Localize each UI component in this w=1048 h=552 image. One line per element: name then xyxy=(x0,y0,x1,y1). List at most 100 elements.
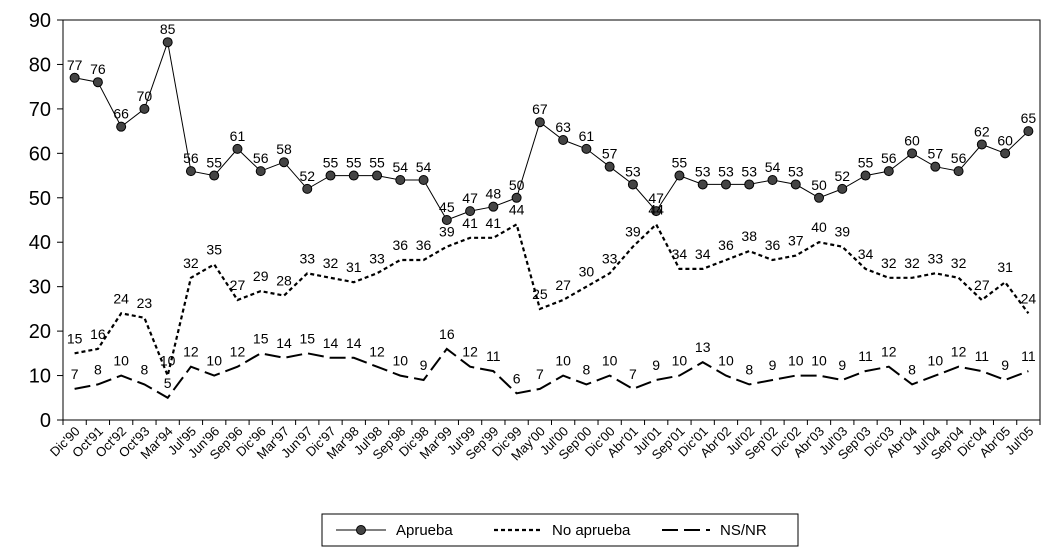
y-tick-label: 50 xyxy=(29,188,51,210)
data-label: 53 xyxy=(741,163,757,179)
data-label: 8 xyxy=(908,361,916,377)
data-label: 9 xyxy=(769,357,777,373)
data-label: 60 xyxy=(997,132,1013,148)
data-label: 56 xyxy=(881,150,897,166)
data-point xyxy=(162,37,173,48)
data-point xyxy=(907,148,918,159)
data-label: 85 xyxy=(160,21,176,37)
data-label: 53 xyxy=(695,163,711,179)
data-point xyxy=(465,206,476,217)
data-point xyxy=(302,183,313,194)
data-point xyxy=(860,170,871,181)
data-point xyxy=(814,192,825,203)
data-label: 57 xyxy=(928,146,944,162)
data-label: 77 xyxy=(67,57,83,73)
data-label: 16 xyxy=(439,326,455,342)
y-tick-label: 20 xyxy=(29,321,51,343)
data-label: 54 xyxy=(393,159,409,175)
data-label: 25 xyxy=(532,286,548,302)
legend-box xyxy=(321,513,799,547)
data-label: 60 xyxy=(904,132,920,148)
data-label: 50 xyxy=(509,177,525,193)
data-label: 10 xyxy=(602,353,618,369)
data-label: 62 xyxy=(974,123,990,139)
data-label: 55 xyxy=(858,155,874,171)
data-label: 10 xyxy=(672,353,688,369)
data-label: 11 xyxy=(975,348,990,364)
data-label: 27 xyxy=(974,277,990,293)
data-label: 32 xyxy=(951,255,967,271)
data-label: 9 xyxy=(1001,357,1009,373)
data-label: 24 xyxy=(113,290,129,306)
data-label: 10 xyxy=(555,353,571,369)
data-label: 7 xyxy=(629,366,637,382)
data-point xyxy=(372,170,383,181)
data-label: 15 xyxy=(253,330,269,346)
y-tick-label: 30 xyxy=(29,277,51,299)
data-label: 9 xyxy=(838,357,846,373)
data-label: 14 xyxy=(276,335,292,351)
data-label: 35 xyxy=(206,241,222,257)
data-label: 76 xyxy=(90,61,106,77)
data-label: 14 xyxy=(323,335,339,351)
data-label: 56 xyxy=(253,150,269,166)
data-label: 8 xyxy=(141,361,149,377)
data-label: 28 xyxy=(276,273,292,289)
legend: Aprueba No aprueba NS/NR xyxy=(321,513,799,547)
data-label: 54 xyxy=(765,159,781,175)
data-point xyxy=(837,183,848,194)
y-tick-label: 70 xyxy=(29,99,51,121)
data-label: 55 xyxy=(206,155,222,171)
data-label: 37 xyxy=(788,233,804,249)
data-label: 8 xyxy=(582,361,590,377)
data-point xyxy=(790,179,801,190)
data-label: 8 xyxy=(94,361,102,377)
data-label: 39 xyxy=(625,224,641,240)
data-label: 15 xyxy=(67,330,83,346)
data-label: 52 xyxy=(834,168,850,184)
data-label: 56 xyxy=(183,150,199,166)
data-label: 6 xyxy=(513,370,521,386)
data-point xyxy=(348,170,359,181)
legend-label: Aprueba xyxy=(396,522,453,539)
data-label: 12 xyxy=(183,344,199,360)
data-point xyxy=(767,175,778,185)
data-point xyxy=(395,175,406,185)
data-label: 29 xyxy=(253,268,269,284)
data-point xyxy=(185,166,196,177)
data-point xyxy=(976,139,987,150)
data-label: 7 xyxy=(71,366,79,382)
data-label: 53 xyxy=(788,163,804,179)
data-label: 55 xyxy=(323,155,339,171)
data-label: 11 xyxy=(486,348,501,364)
data-label: 41 xyxy=(462,215,478,231)
data-label: 39 xyxy=(439,224,455,240)
series-line xyxy=(74,347,1029,400)
data-label: 10 xyxy=(113,353,129,369)
data-point xyxy=(1023,126,1034,137)
data-label: 55 xyxy=(346,155,362,171)
data-label: 52 xyxy=(299,168,315,184)
data-label: 10 xyxy=(393,353,409,369)
data-label: 67 xyxy=(532,101,548,117)
data-label: 27 xyxy=(555,277,571,293)
legend-marker xyxy=(356,525,366,535)
data-label: 57 xyxy=(602,146,618,162)
y-tick-label: 40 xyxy=(29,232,51,254)
y-tick-label: 10 xyxy=(29,366,51,388)
data-point xyxy=(511,192,522,203)
data-label: 10 xyxy=(928,353,944,369)
data-label: 66 xyxy=(113,106,129,122)
data-point xyxy=(720,179,731,190)
data-point xyxy=(1000,148,1011,159)
data-label: 50 xyxy=(811,177,827,193)
data-label: 33 xyxy=(928,250,944,266)
series-line xyxy=(74,40,1029,221)
data-point xyxy=(278,157,289,168)
data-label: 61 xyxy=(230,128,246,144)
data-label: 61 xyxy=(579,128,595,144)
y-tick-label: 60 xyxy=(29,143,51,165)
data-label: 10 xyxy=(811,353,827,369)
data-label: 65 xyxy=(1021,110,1037,126)
